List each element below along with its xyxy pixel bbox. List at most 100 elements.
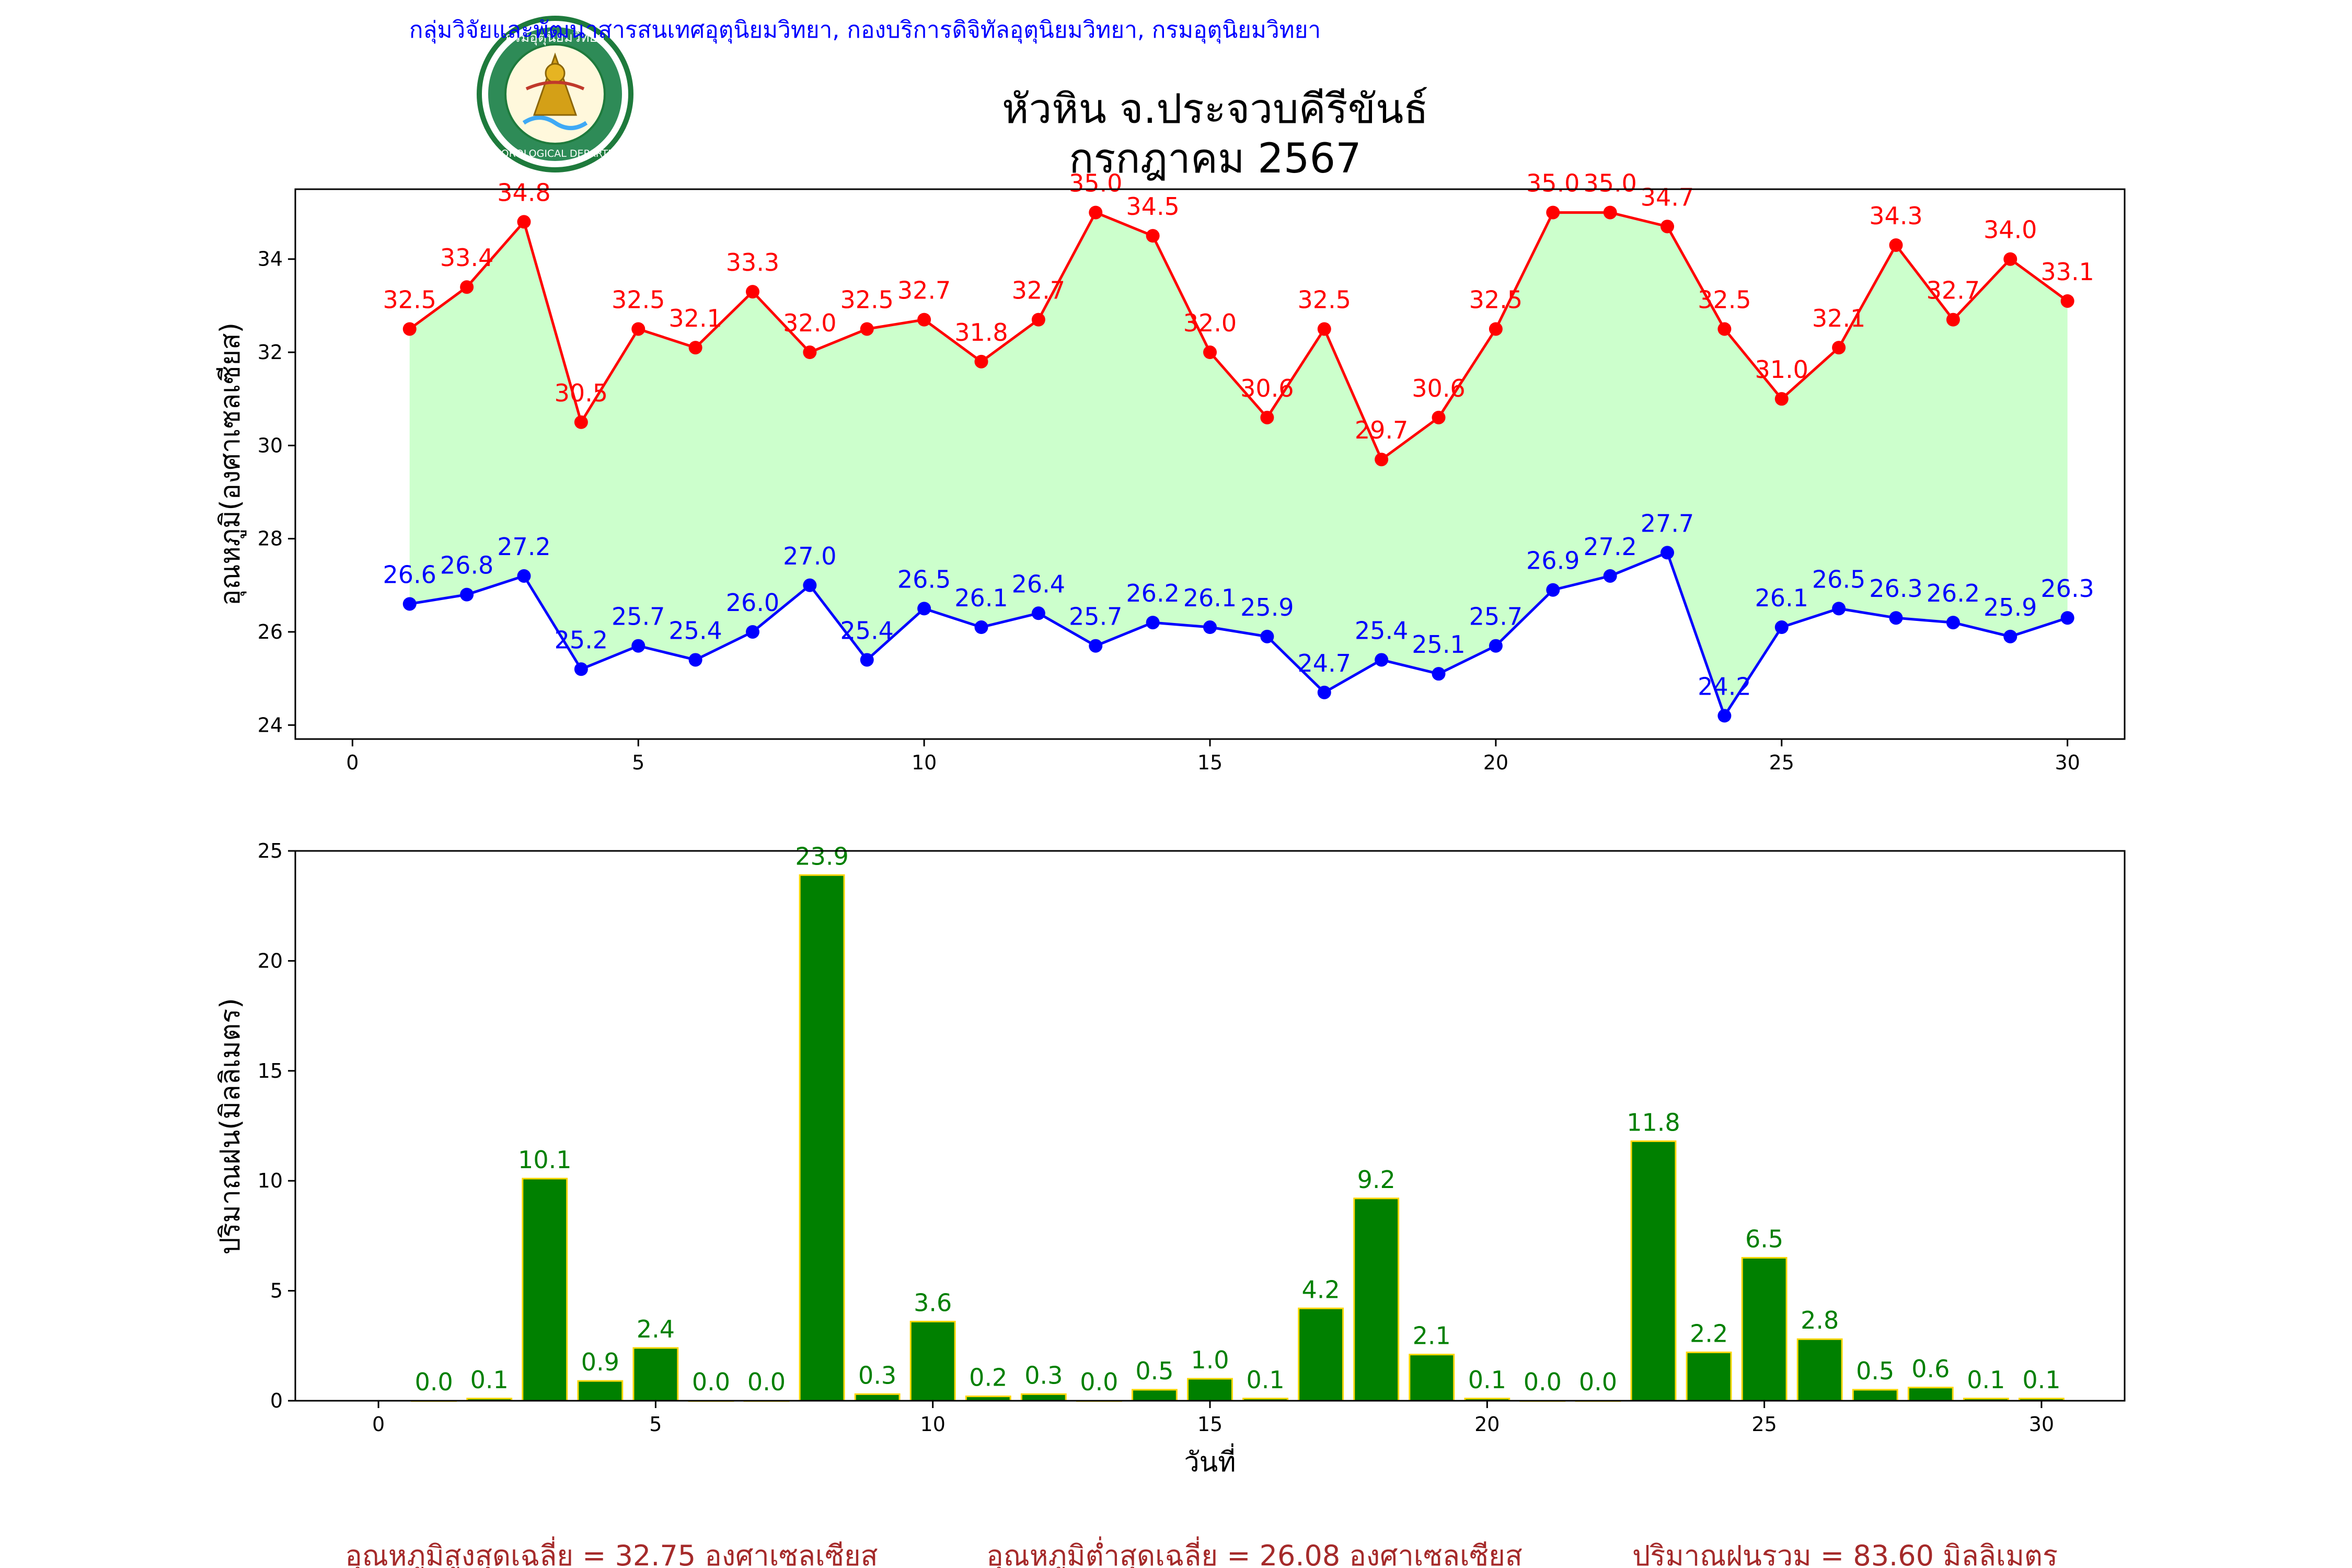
tmin-point: [1260, 629, 1274, 643]
tmin-data-label: 26.1: [1183, 584, 1237, 612]
tmin-point: [1089, 639, 1103, 653]
rainfall-data-label: 0.3: [1024, 1361, 1063, 1389]
tmin-point: [1774, 620, 1789, 635]
tmin-data-label: 26.2: [1126, 579, 1179, 607]
rainfall-bar: [1353, 1197, 1400, 1402]
temperature-y-tick-label: 26: [258, 620, 283, 643]
tmin-data-label: 26.3: [1869, 574, 1922, 603]
tmd-logo: กรมอุตุนิยมวิทยา METEOROLOGICAL DEPARTME…: [474, 16, 637, 172]
rainfall-data-label: 23.9: [795, 842, 848, 870]
rainfall-data-label: 0.1: [2022, 1366, 2060, 1394]
tmin-data-label: 26.3: [2040, 574, 2094, 603]
tmin-data-label: 25.4: [1355, 616, 1408, 644]
tmax-data-label: 32.7: [1012, 276, 1065, 305]
rainfall-data-label: 2.8: [1801, 1306, 1839, 1334]
logo-deity-icon: [533, 52, 578, 116]
rainfall-data-label: 0.2: [969, 1364, 1007, 1392]
tmin-data-label: 26.6: [383, 560, 436, 589]
rainfall-data-label: 0.6: [1911, 1355, 1950, 1383]
temperature-y-tick-label: 34: [258, 248, 283, 271]
rainfall-y-tick-label: 15: [258, 1059, 283, 1082]
tmin-point: [688, 653, 702, 667]
rainfall-ticks-layer: 0 5 10 15 20 25 30 0 5 10 15 20 25: [258, 839, 2054, 1436]
tmin-data-label: 25.4: [668, 616, 722, 644]
tmin-point: [1317, 685, 1331, 699]
tmin-data-label: 27.7: [1641, 509, 1694, 537]
tmax-data-label: 32.5: [612, 285, 665, 314]
tmax-data-label: 30.5: [555, 379, 608, 407]
rainfall-labels-layer: 0.0 0.1 10.1 0.9 2.4 0.0 0.0 23.9 0.3 3.6 0.2 0.3 0.…: [415, 842, 2061, 1396]
tmax-point: [1146, 229, 1160, 243]
tmax-data-label: 32.5: [840, 285, 894, 314]
tmin-line: [409, 551, 2068, 719]
tmax-data-label: 32.1: [1812, 304, 1865, 332]
tmin-point: [1203, 620, 1217, 635]
tmax-data-label: 31.0: [1755, 355, 1808, 384]
tmin-point: [517, 569, 531, 583]
rainfall-bar: [1132, 1389, 1178, 1402]
tmin-data-label: 25.7: [612, 603, 665, 631]
logo-head-icon: [545, 63, 566, 84]
rainfall-bar: [1741, 1256, 1788, 1402]
tmin-point: [402, 597, 417, 611]
tmax-data-label: 34.3: [1869, 202, 1922, 230]
rainfall-data-label: 0.3: [858, 1361, 896, 1389]
tmin-point: [1146, 616, 1160, 630]
temperature-x-tick-label: 0: [346, 751, 359, 774]
logo-wave-icon: [522, 116, 588, 130]
rainfall-data-label: 0.5: [1135, 1357, 1173, 1385]
rainfall-x-tick-label: 10: [920, 1413, 946, 1436]
tmax-data-label: 32.7: [1927, 276, 1980, 305]
rainfall-bar: [1796, 1338, 1843, 1402]
tmin-data-label: 25.4: [840, 616, 894, 644]
tmin-point: [1661, 546, 1674, 560]
tmin-data-label: 27.0: [783, 542, 836, 570]
chart-title-line1: หัวหิน จ.ประจวบคีรีขันธ์: [1002, 86, 1428, 133]
tmin-data-label: 25.1: [1412, 630, 1465, 659]
temperature-fill-layer: [409, 212, 2068, 716]
tmin-data-label: 26.1: [954, 584, 1008, 612]
tmin-point: [460, 587, 474, 602]
tmax-point: [2060, 294, 2074, 308]
tmax-data-label: 34.0: [1984, 216, 2037, 244]
temperature-y-tick-label: 30: [258, 434, 283, 457]
tmax-data-label: 33.3: [726, 248, 779, 276]
tmax-line: [409, 211, 2069, 462]
tmax-data-label: 34.8: [497, 178, 550, 206]
rainfall-x-tick-label: 5: [649, 1413, 662, 1436]
rainfall-bar: [854, 1393, 901, 1402]
rainfall-y-tick-label: 0: [270, 1389, 283, 1412]
rainfall-data-label: 0.1: [470, 1366, 509, 1394]
rainfall-bar: [632, 1347, 679, 1402]
rainfall-x-tick-label: 20: [1474, 1413, 1500, 1436]
rainfall-x-tick-label: 15: [1197, 1413, 1223, 1436]
tmin-data-label: 24.7: [1298, 649, 1351, 677]
rainfall-bar: [1187, 1378, 1233, 1402]
tmax-data-label: 33.1: [2040, 258, 2094, 286]
rainfall-y-axis-label: ปริมาณฝน(มิลลิเมตร): [215, 998, 246, 1254]
tmin-point: [974, 620, 988, 635]
tmax-point: [1774, 392, 1789, 406]
tmax-point: [860, 322, 874, 336]
tmax-point: [1546, 205, 1560, 220]
rainfall-bar: [522, 1178, 568, 1402]
logo-text-bottom: METEOROLOGICAL DEPARTMENT: [474, 148, 637, 159]
rainfall-y-tick-label: 20: [258, 949, 283, 972]
tmin-point: [574, 662, 588, 676]
rainfall-data-label: 4.2: [1302, 1275, 1340, 1304]
tmin-data-label: 26.4: [1012, 570, 1065, 598]
tmax-point: [803, 345, 817, 360]
tmax-data-label: 32.5: [1469, 285, 1523, 314]
tmin-data-label: 24.2: [1698, 672, 1751, 700]
tmin-point: [1546, 583, 1560, 597]
rainfall-bar: [1686, 1351, 1732, 1402]
logo-rainbow-icon: [525, 80, 585, 90]
rainfall-data-label: 2.1: [1413, 1322, 1451, 1350]
temperature-ticks-layer: 0 5 10 15 20 25 30 24 26 28 30 32 34: [258, 248, 2080, 774]
tmin-point: [746, 625, 759, 639]
tmax-data-label: 32.5: [1698, 285, 1751, 314]
tmax-data-label: 32.0: [1183, 309, 1237, 337]
tmax-data-label: 32.0: [783, 309, 836, 337]
